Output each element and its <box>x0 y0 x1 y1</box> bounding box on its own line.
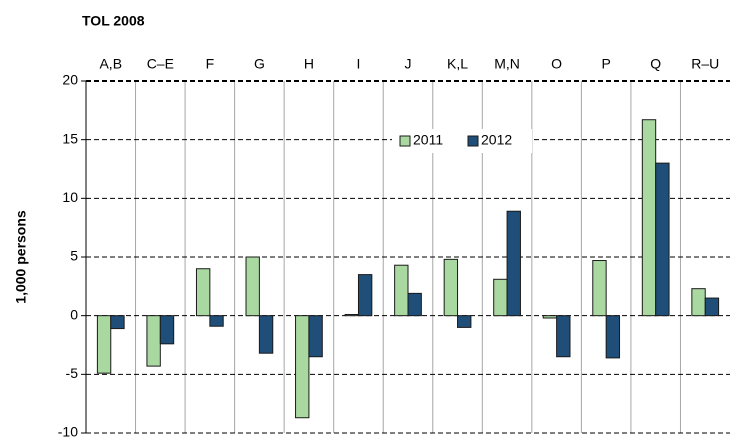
x-tick-label: G <box>254 56 265 72</box>
bar <box>605 315 621 359</box>
bar <box>209 315 224 327</box>
bar <box>195 268 211 317</box>
x-tick-label: M,N <box>494 56 520 72</box>
bar <box>258 315 274 354</box>
x-tick-label: Q <box>650 56 661 72</box>
bar <box>407 292 422 317</box>
bar <box>159 315 175 345</box>
bar <box>110 315 125 330</box>
bar <box>592 260 607 317</box>
y-axis-label: 1,000 persons <box>13 210 29 304</box>
y-tick-label: 10 <box>62 189 78 205</box>
bar <box>493 278 508 317</box>
legend-label: 2012 <box>481 132 512 148</box>
x-tick-label: K,L <box>447 56 468 72</box>
bar <box>344 313 359 317</box>
x-tick-label: I <box>357 56 361 72</box>
bar <box>96 315 112 374</box>
legend-swatch <box>467 135 479 147</box>
bar <box>506 210 521 317</box>
y-tick-label: -5 <box>66 365 79 381</box>
bar <box>542 315 558 319</box>
legend-box <box>392 129 532 153</box>
x-tick-label: A,B <box>99 56 122 72</box>
x-tick-label: H <box>304 56 314 72</box>
bar <box>394 264 409 317</box>
bar <box>457 315 472 328</box>
bar <box>295 315 310 419</box>
y-tick-label: 0 <box>70 306 78 322</box>
legend-label: 2011 <box>413 132 443 148</box>
x-tick-label: R–U <box>691 56 719 72</box>
bar <box>146 315 161 367</box>
bar <box>691 288 706 317</box>
x-tick-label: P <box>601 56 610 72</box>
bar <box>704 297 720 317</box>
bar <box>308 315 323 358</box>
bar <box>443 258 459 317</box>
y-tick-label: 15 <box>62 130 78 146</box>
bar <box>655 162 670 317</box>
x-tick-label: O <box>551 56 562 72</box>
bar <box>245 256 260 317</box>
bar <box>357 274 373 317</box>
y-tick-label: -10 <box>58 424 78 437</box>
bar <box>556 315 571 358</box>
legend-swatch <box>399 135 411 147</box>
y-tick-label: 5 <box>70 248 78 264</box>
y-tick-label: 20 <box>62 72 78 88</box>
x-tick-label: C–E <box>147 56 174 72</box>
chart-title: TOL 2008 <box>82 13 145 29</box>
x-tick-label: F <box>206 56 215 72</box>
x-tick-label: J <box>405 56 412 72</box>
bar <box>641 119 657 317</box>
